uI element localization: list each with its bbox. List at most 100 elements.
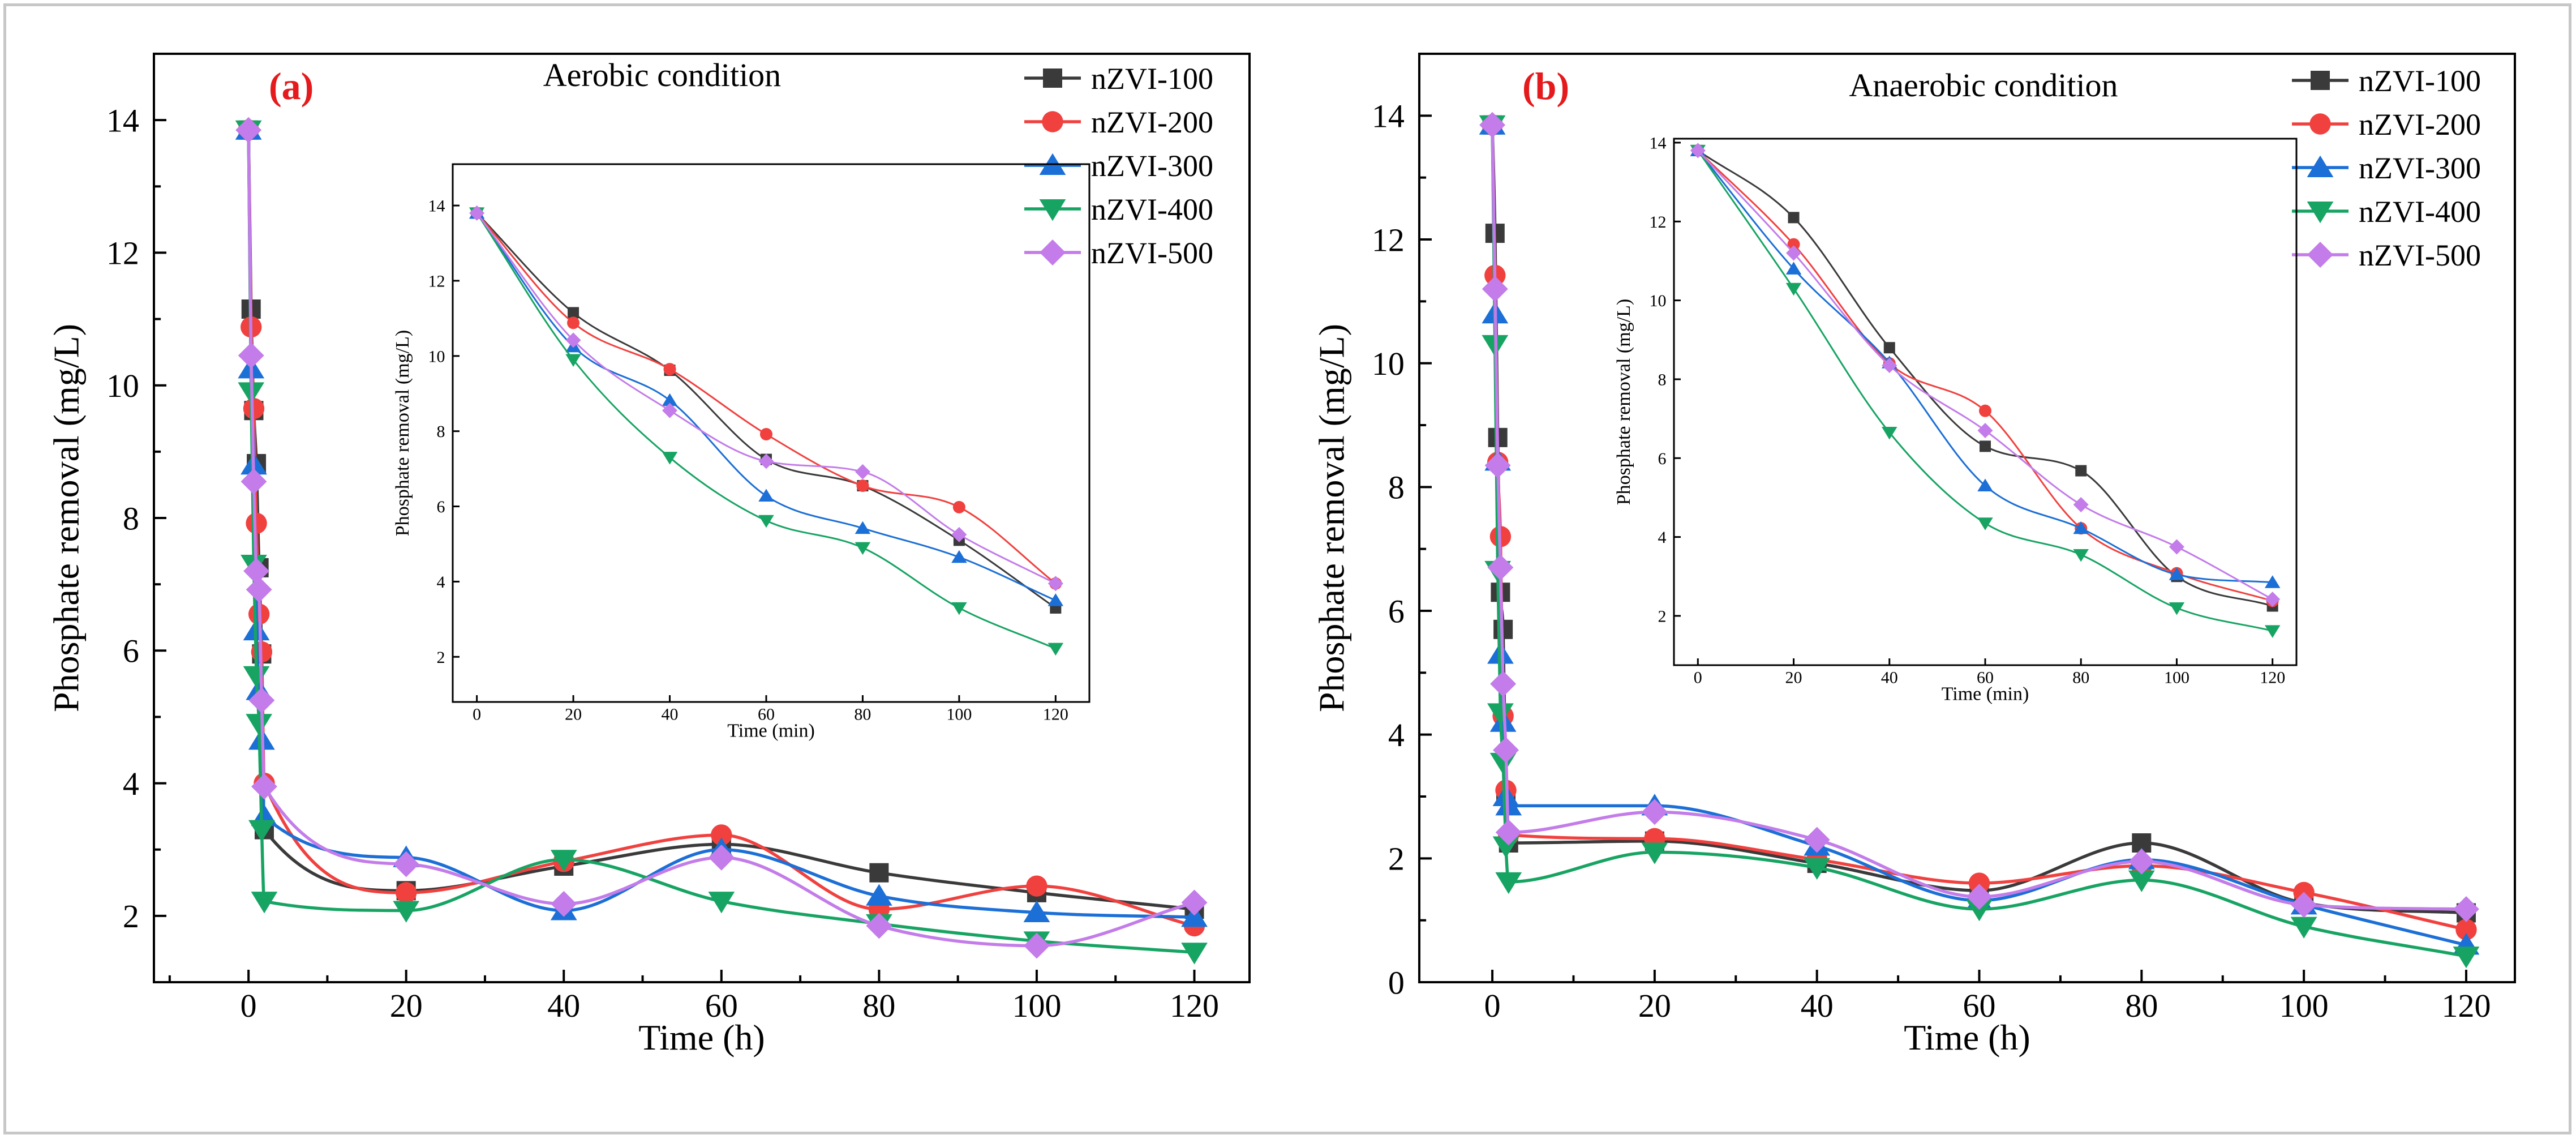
panel-a-point-nzvi-200	[1026, 875, 1047, 897]
panel-b-series-nzvi-500	[1479, 112, 2479, 922]
panel-b-inset-series-line-nzvi-100	[1697, 149, 2273, 607]
panel-a-legend-label-nzvi-100: nZVI-100	[1091, 62, 1213, 96]
panel-a-inset-x-tick-label: 80	[854, 705, 871, 724]
panel-b-point-nzvi-500	[1641, 799, 1668, 825]
panel-b-series-nzvi-200	[1482, 114, 2477, 940]
panel-a-series-nzvi-200	[238, 119, 1205, 937]
panel-a-inset-y-tick-label: 2	[437, 648, 445, 667]
panel-b-legend-item-nzvi-100: nZVI-100	[2292, 64, 2481, 98]
panel-b-point-nzvi-500	[1482, 276, 1508, 302]
panel-b-inset-y-tick-label: 2	[1658, 607, 1667, 626]
panel-b-inset-x-tick-label: 120	[2260, 669, 2285, 687]
panel-a-legend-item-nzvi-300: nZVI-300	[1024, 149, 1213, 183]
panel-b-inset-point-nzvi-100	[2075, 465, 2087, 477]
panel-a-legend-label-nzvi-400: nZVI-400	[1091, 192, 1213, 226]
panel-b-point-nzvi-400	[1804, 858, 1831, 880]
panel-a-inset-series-nzvi-400	[469, 207, 1064, 656]
panel-b-inset-point-nzvi-400	[2073, 549, 2089, 562]
panel-a-x-tick-label: 100	[1012, 987, 1061, 1024]
panel-b-legend-label-nzvi-500: nZVI-500	[2359, 238, 2481, 272]
panel-a-inset-y-tick-label: 6	[437, 498, 445, 516]
panel-b-y-tick-label: 2	[1388, 841, 1405, 877]
panel-a-legend-marker-nzvi-200	[1042, 111, 1063, 132]
panel-b-inset-point-nzvi-300	[1785, 262, 1802, 275]
panel-b-point-nzvi-400	[1641, 842, 1668, 864]
panel-a-inset-point-nzvi-500	[662, 402, 678, 418]
panel-b-inset-point-nzvi-500	[1977, 423, 1993, 439]
panel-a-point-nzvi-400	[1181, 943, 1208, 965]
panel-a-plot-frame	[153, 53, 1251, 983]
panel-a-point-nzvi-200	[711, 824, 732, 846]
panel-a-y-tick-label: 4	[123, 765, 139, 802]
panel-b-series-line-nzvi-400	[1491, 125, 2467, 958]
panel-a-inset-point-nzvi-300	[951, 550, 967, 563]
panel-a-x-tick-label: 60	[705, 987, 738, 1024]
panel-a-inset-series-line-nzvi-300	[476, 212, 1056, 601]
panel-b-point-nzvi-500	[1484, 452, 1511, 479]
panel-b-inset-point-nzvi-300	[2264, 575, 2281, 588]
panel-b-point-nzvi-200	[1968, 872, 1990, 894]
panel-a-x-tick-label: 20	[390, 987, 423, 1024]
panel-b-inset-series-nzvi-500	[1690, 143, 2281, 607]
panel-a-point-nzvi-500	[248, 687, 275, 714]
panel-a-point-nzvi-500	[1181, 889, 1208, 916]
panel-b-point-nzvi-500	[1490, 671, 1517, 697]
panel-b-point-nzvi-500	[1495, 819, 1522, 846]
panel-b-inset-point-nzvi-100	[1788, 212, 1800, 224]
panel-a-point-nzvi-100	[869, 863, 889, 883]
panel-b-point-nzvi-400	[1487, 703, 1514, 725]
panel-b-legend-item-nzvi-500: nZVI-500	[2292, 238, 2481, 272]
panel-a-inset-x-tick-label: 120	[1043, 705, 1068, 724]
panel-b-inset-point-nzvi-400	[1977, 517, 1993, 530]
panel-b-point-nzvi-400	[1495, 872, 1522, 894]
panel-a-inset-point-nzvi-400	[758, 515, 774, 528]
panel-b-y-tick-label: 10	[1372, 345, 1405, 382]
panel-a-point-nzvi-200	[243, 398, 265, 419]
panel-a-x-tick-label: 40	[547, 987, 580, 1024]
panel-a-point-nzvi-500	[238, 342, 264, 369]
panel-b-inset-x-tick-label: 0	[1694, 669, 1702, 687]
panel-a-point-nzvi-500	[235, 117, 262, 143]
panel-b-inset-point-nzvi-500	[2265, 592, 2281, 607]
panel-b-inset-point-nzvi-400	[1882, 426, 1897, 440]
panel-a-inset-point-nzvi-200	[567, 316, 580, 329]
panel-a-point-nzvi-500	[243, 558, 270, 584]
panel-b-chart-title: Anaerobic condition	[1849, 67, 2118, 104]
panel-b-legend-item-nzvi-300: nZVI-300	[2292, 151, 2481, 185]
panel-b-y-tick-label: 8	[1388, 469, 1405, 506]
panel-b-panel-label: (b)	[1522, 65, 1569, 108]
panel-b-inset-chart: 0 20 40 60 80 100 120 2 4 6 8 10 12 14 Time (min) Phosp…	[1613, 134, 2298, 705]
panel-a-y-tick-label: 14	[106, 102, 139, 139]
panel-a-inset-point-nzvi-400	[662, 452, 678, 465]
panel-b-inset-point-nzvi-300	[2073, 521, 2089, 534]
panel-b-point-nzvi-400	[1492, 836, 1519, 858]
panel-a-point-nzvi-300	[866, 884, 892, 906]
panel-b-point-nzvi-200	[2455, 919, 2477, 940]
panel-a-inset-point-nzvi-400	[1047, 643, 1064, 656]
panel-a-inset-x-tick-label: 100	[946, 705, 972, 724]
panel-b-inset-series-nzvi-200	[1691, 144, 2279, 607]
panel-a-x-tick-label: 80	[862, 987, 895, 1024]
panel-b-inset-series-line-nzvi-200	[1697, 149, 2273, 602]
panel-a-point-nzvi-400	[393, 901, 420, 923]
panel-a-inset-y-axis-label: Phosphate removal (mg/L)	[392, 330, 413, 536]
panel-a-series-nzvi-500	[235, 117, 1208, 959]
panel-a-series-nzvi-100	[239, 120, 1204, 919]
panel-a-point-nzvi-400	[246, 714, 273, 736]
panel-a-y-axis-label: Phosphate removal (mg/L)	[46, 324, 87, 712]
panel-a-point-nzvi-400	[243, 666, 270, 688]
panel-b-inset-point-nzvi-400	[2169, 602, 2185, 615]
panel-b-inset-point-nzvi-500	[2169, 539, 2184, 555]
panel-a-inset-point-nzvi-500	[565, 332, 581, 348]
panel-b-inset-series-nzvi-100	[1692, 144, 2278, 612]
panel-a-chart-title: Aerobic condition	[543, 57, 781, 93]
panel-a-y-tick-label: 6	[123, 633, 139, 670]
panel-a-inset-y-tick-label: 10	[428, 347, 445, 366]
panel-b-legend-marker-nzvi-100	[2311, 71, 2330, 90]
panel-a-point-nzvi-200	[395, 882, 417, 904]
panel-a-legend-label-nzvi-500: nZVI-500	[1091, 236, 1213, 270]
panel-b-y-tick-label: 0	[1388, 964, 1405, 1001]
panel-b-legend-label-nzvi-100: nZVI-100	[2359, 64, 2481, 98]
panel-b-y-axis-label: Phosphate removal (mg/L)	[1312, 324, 1352, 712]
